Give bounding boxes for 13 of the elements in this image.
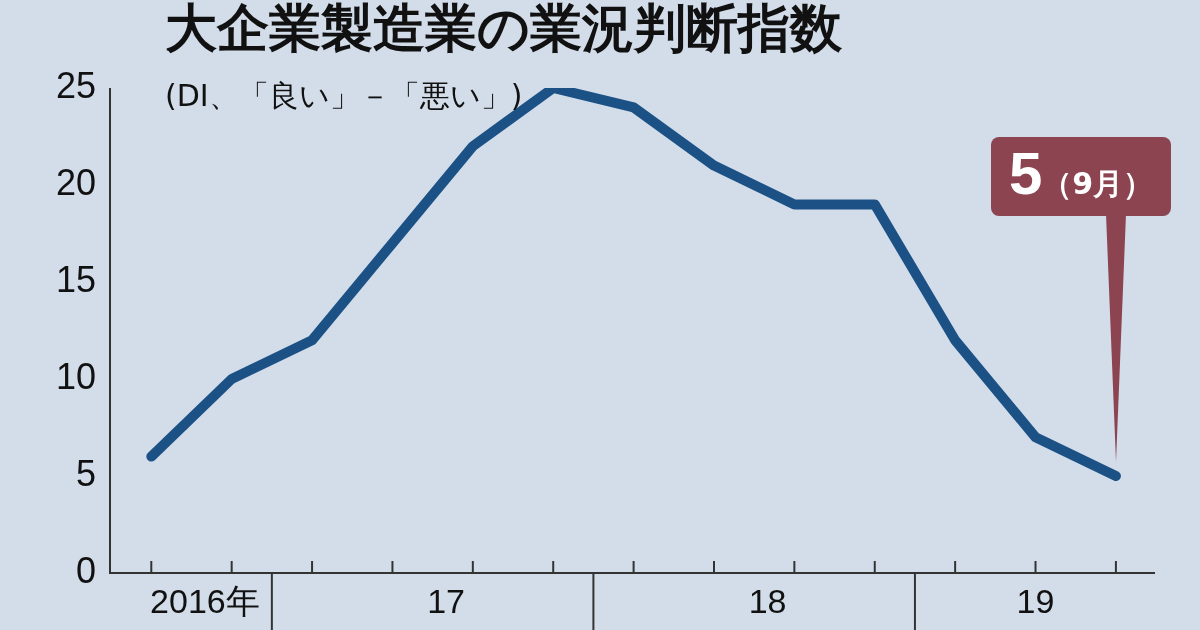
chart-title: 大企業製造業の業況判断指数 bbox=[165, 0, 842, 60]
x-tick-label: 18 bbox=[748, 581, 787, 620]
y-axis-title: (DI、「良い」－「悪い」) bbox=[165, 77, 523, 115]
y-tick-label: 5 bbox=[75, 452, 96, 494]
y-tick-label: 0 bbox=[75, 549, 96, 591]
y-tick-label: 10 bbox=[55, 355, 96, 397]
annotation: 5（9月） bbox=[1008, 140, 1154, 207]
x-tick-label: 2016年 bbox=[150, 581, 260, 620]
x-tick-label: 19 bbox=[1016, 581, 1055, 620]
y-tick-label: 15 bbox=[55, 258, 96, 300]
y-tick-label: 20 bbox=[55, 161, 96, 203]
x-tick-label: 17 bbox=[427, 581, 465, 620]
y-tick-label: 25 bbox=[55, 64, 96, 106]
